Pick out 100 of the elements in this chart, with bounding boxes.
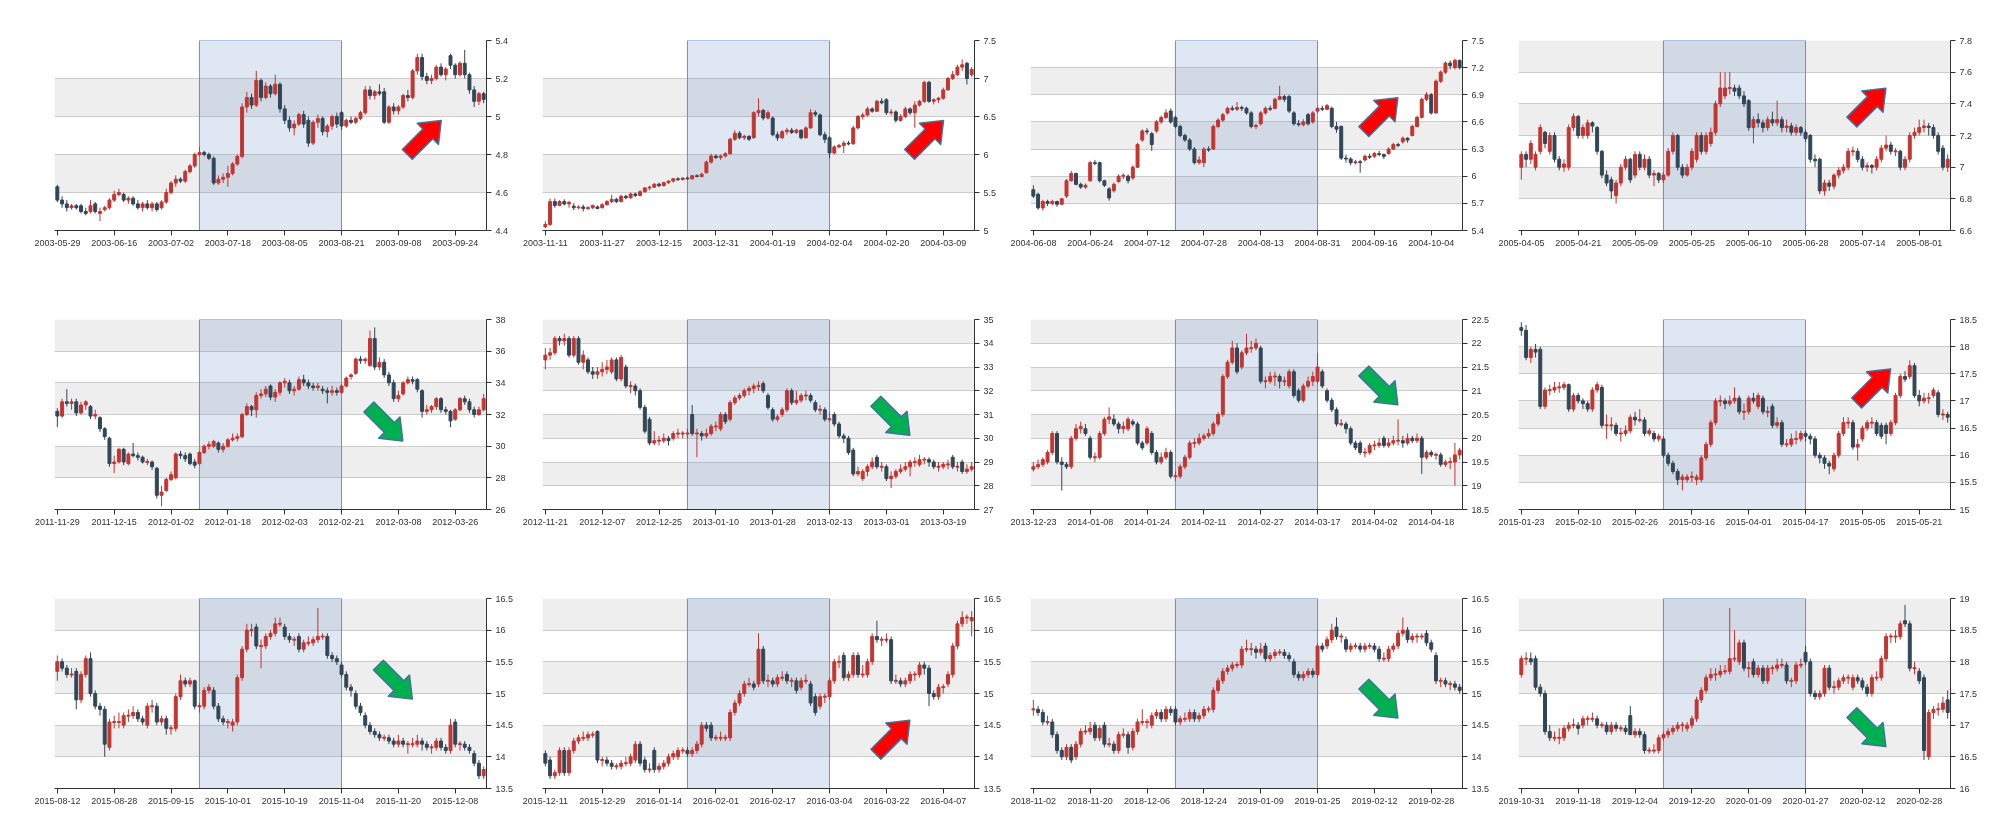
x-tick-label: 2003-09-24 [432, 237, 479, 248]
y-tick-label: 6.8 [1959, 193, 1973, 204]
y-tick-label: 18 [1959, 656, 1970, 667]
x-tick-label: 2012-03-08 [375, 516, 422, 527]
x-tick-label: 2018-12-24 [1180, 795, 1227, 806]
y-tick-label: 17 [1959, 395, 1970, 406]
x-tick-label: 2003-09-08 [375, 237, 422, 248]
x-tick-label: 2020-02-28 [1896, 795, 1943, 806]
y-tick-label: 14 [495, 751, 506, 762]
y-tick-label: 16.5 [1471, 593, 1490, 604]
x-tick-label: 2003-11-27 [579, 237, 625, 248]
x-tick-label: 2012-01-02 [148, 516, 195, 527]
x-tick-label: 2005-06-28 [1782, 237, 1829, 248]
x-tick-label: 2019-02-28 [1408, 795, 1455, 806]
y-tick-label: 5 [495, 111, 501, 122]
y-tick-label: 35 [983, 314, 994, 325]
x-tick-label: 2018-11-02 [1010, 795, 1057, 806]
x-tick-label: 2005-05-25 [1668, 237, 1715, 248]
x-tick-label: 2003-12-15 [636, 237, 683, 248]
x-tick-label: 2015-11-20 [375, 795, 422, 806]
y-tick-label: 16.5 [1959, 423, 1978, 434]
y-tick-label: 14 [1471, 751, 1482, 762]
y-tick-label: 5.4 [495, 35, 509, 46]
x-tick-label: 2004-06-08 [1010, 237, 1057, 248]
y-tick-label: 28 [983, 480, 994, 491]
x-tick-label: 2018-11-20 [1067, 795, 1113, 806]
y-tick-label: 29 [983, 457, 994, 467]
y-tick-label: 7 [1959, 162, 1965, 173]
x-tick-label: 2004-06-24 [1067, 237, 1114, 248]
x-tick-label: 2014-02-27 [1237, 516, 1284, 527]
x-tick-label: 2004-02-20 [863, 237, 910, 248]
y-tick-label: 13.5 [1471, 783, 1490, 794]
x-tick-label: 2012-12-07 [579, 516, 626, 527]
y-tick-label: 15 [1471, 688, 1482, 699]
x-tick-label: 2016-01-14 [636, 795, 683, 806]
y-tick-label: 4.8 [495, 149, 509, 160]
x-tick-label: 2004-07-12 [1124, 237, 1171, 248]
y-tick-label: 30 [983, 433, 994, 444]
y-tick-label: 21 [1471, 385, 1482, 396]
y-tick-label: 28 [495, 472, 506, 483]
x-tick-label: 2011-11-29 [34, 516, 80, 527]
x-tick-label: 2020-02-12 [1839, 795, 1886, 806]
y-tick-label: 15.5 [983, 656, 1002, 667]
y-tick-label: 14.5 [1471, 720, 1490, 731]
x-tick-label: 2003-08-21 [318, 237, 365, 248]
y-tick-label: 17.5 [1959, 688, 1978, 699]
x-tick-label: 2003-11-11 [522, 237, 568, 248]
x-tick-label: 2015-05-05 [1839, 516, 1886, 527]
y-tick-label: 17.5 [1959, 368, 1978, 379]
y-tick-label: 15.5 [1959, 477, 1978, 488]
x-tick-label: 2005-04-21 [1555, 237, 1602, 248]
x-tick-label: 2012-03-26 [432, 516, 479, 527]
y-tick-label: 7.6 [1959, 67, 1973, 78]
y-tick-label: 17 [1959, 720, 1970, 731]
x-tick-label: 2013-01-28 [749, 516, 796, 527]
x-tick-label: 2019-01-25 [1294, 795, 1341, 806]
y-tick-label: 6.5 [983, 111, 997, 122]
y-tick-label: 16 [983, 625, 994, 636]
y-tick-label: 15.5 [1471, 656, 1490, 667]
x-tick-label: 2012-02-03 [261, 516, 308, 527]
y-tick-label: 20.5 [1471, 409, 1490, 420]
y-tick-label: 5.2 [495, 73, 509, 84]
x-tick-label: 2012-11-21 [522, 516, 569, 527]
x-tick-label: 2019-12-04 [1612, 795, 1659, 806]
x-tick-label: 2016-04-07 [920, 795, 967, 806]
y-tick-label: 16.5 [495, 593, 514, 604]
y-tick-label: 15 [495, 688, 506, 699]
x-tick-label: 2015-12-08 [432, 795, 479, 806]
y-tick-label: 16 [1959, 450, 1970, 461]
x-tick-label: 2014-01-24 [1124, 516, 1171, 527]
x-tick-label: 2019-01-09 [1237, 795, 1284, 806]
x-tick-label: 2013-12-23 [1010, 516, 1057, 527]
x-tick-label: 2013-03-01 [863, 516, 910, 527]
y-tick-label: 30 [495, 441, 506, 452]
x-tick-label: 2015-12-11 [522, 795, 569, 806]
x-tick-label: 2013-03-19 [920, 516, 967, 527]
x-tick-label: 2015-02-10 [1555, 516, 1602, 527]
x-tick-label: 2004-08-31 [1294, 237, 1341, 248]
x-tick-label: 2020-01-09 [1725, 795, 1772, 806]
y-tick-label: 22.5 [1471, 314, 1490, 325]
y-tick-label: 6.6 [1471, 116, 1485, 127]
y-tick-label: 4.4 [495, 225, 509, 236]
y-tick-label: 26 [495, 504, 506, 515]
x-tick-label: 2012-01-18 [204, 516, 251, 527]
x-tick-label: 2005-05-09 [1612, 237, 1659, 248]
x-tick-label: 2004-08-13 [1237, 237, 1284, 248]
y-tick-label: 18 [1959, 341, 1970, 352]
y-tick-label: 19 [1959, 593, 1970, 604]
x-tick-label: 2019-11-18 [1555, 795, 1601, 806]
y-tick-label: 19.5 [1471, 457, 1490, 467]
y-tick-label: 7.2 [1959, 130, 1973, 141]
x-tick-label: 2004-02-04 [806, 237, 853, 248]
y-tick-label: 19 [1471, 480, 1482, 491]
x-tick-label: 2004-07-28 [1180, 237, 1227, 248]
y-tick-label: 27 [983, 504, 994, 515]
x-tick-label: 2015-01-23 [1498, 516, 1545, 527]
x-tick-label: 2020-01-27 [1782, 795, 1829, 806]
y-tick-label: 16 [495, 625, 506, 636]
y-tick-label: 32 [983, 385, 994, 396]
x-tick-label: 2019-02-12 [1351, 795, 1398, 806]
